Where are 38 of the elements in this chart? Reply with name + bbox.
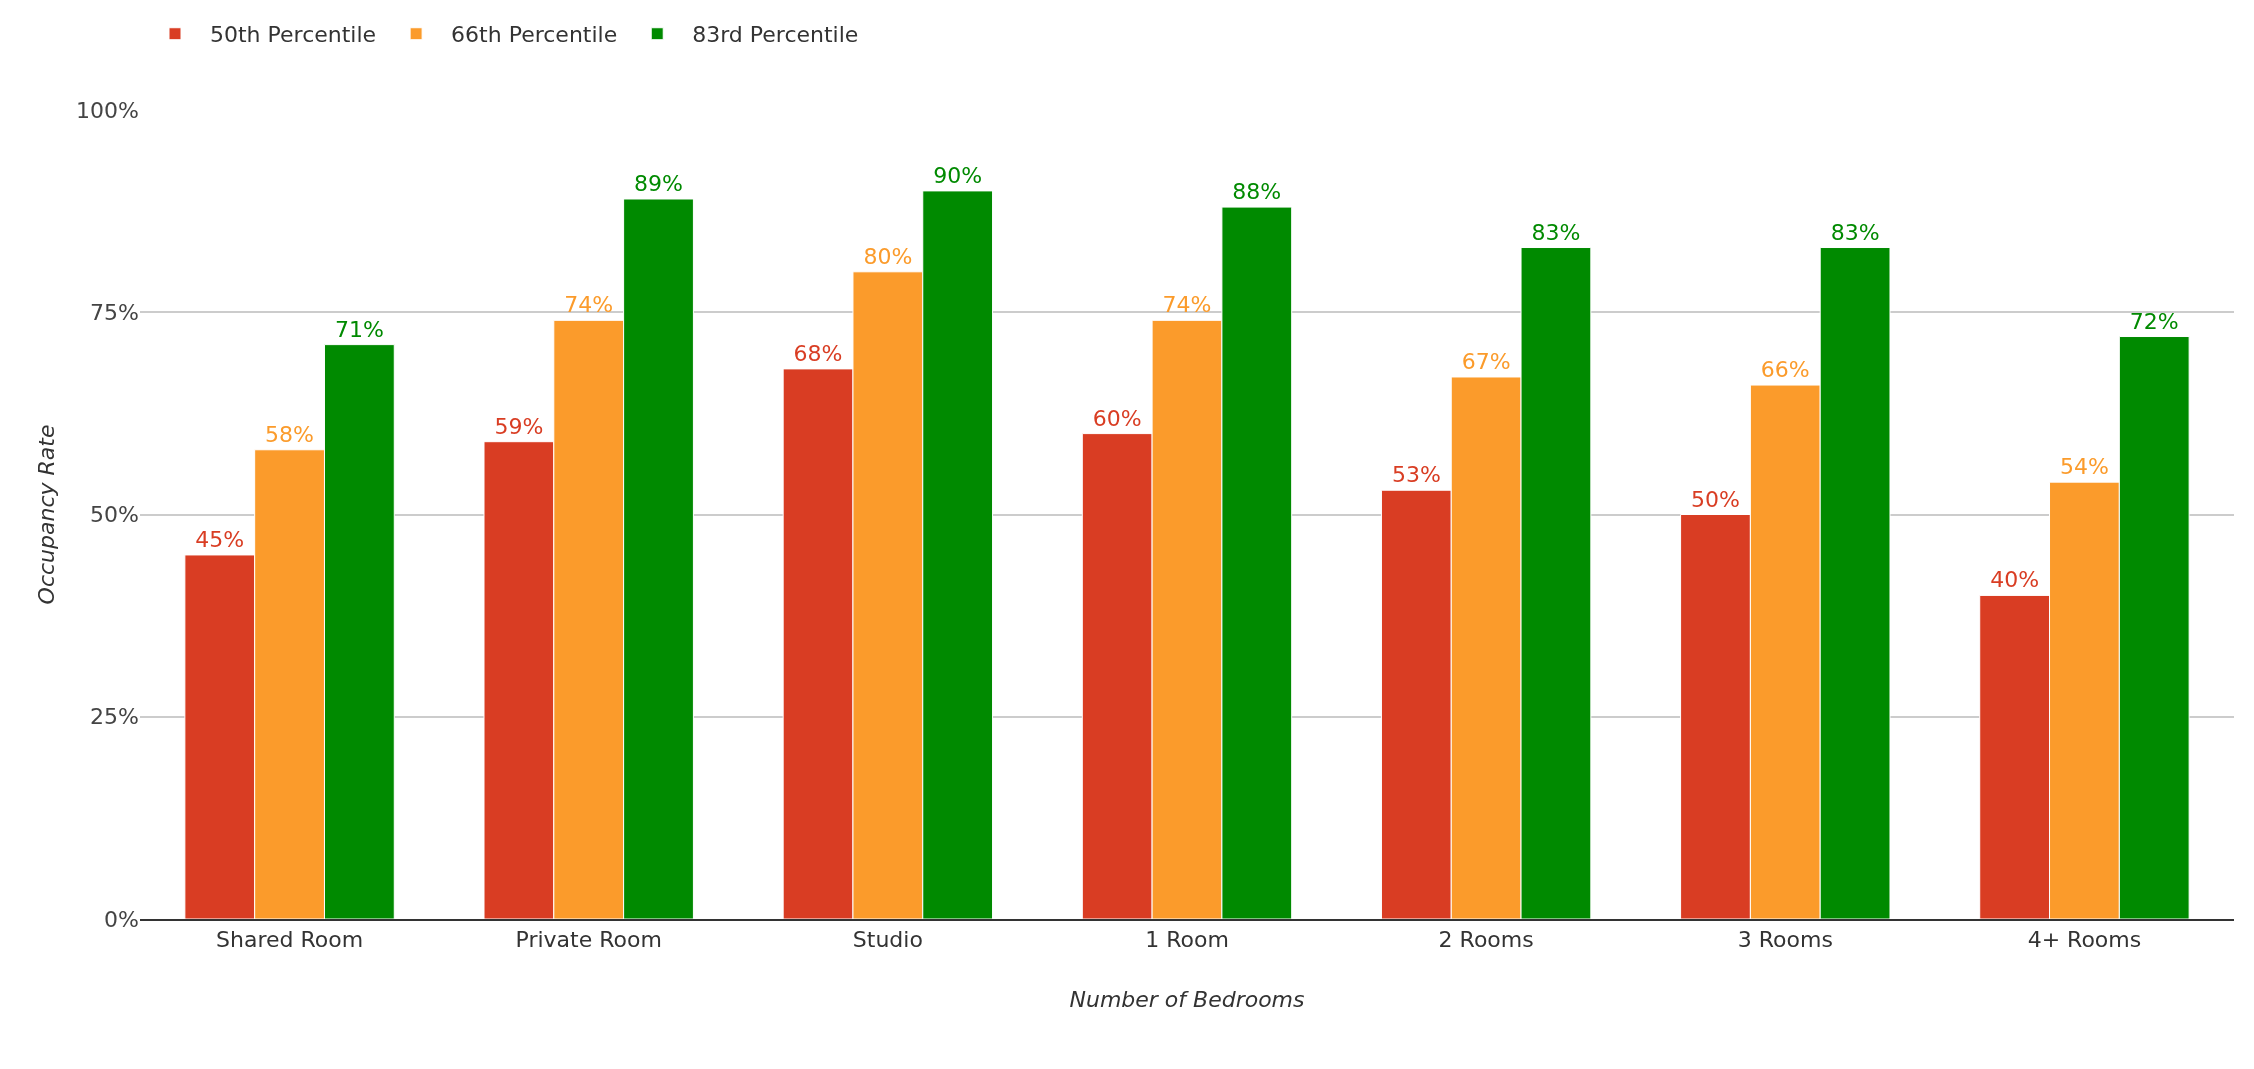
y-tick-label: 0%: [104, 906, 139, 932]
data-label: 83%: [1531, 219, 1581, 245]
x-tick-label: 3 Rooms: [1737, 927, 1833, 953]
data-label: 58%: [265, 421, 315, 447]
y-tick-label: 25%: [90, 704, 139, 730]
data-label: 83%: [1830, 219, 1880, 245]
data-label: 60%: [1092, 405, 1142, 431]
data-label: 74%: [564, 292, 614, 318]
data-label: 74%: [1162, 292, 1212, 318]
data-label: 88%: [1232, 179, 1282, 205]
data-label: 54%: [2059, 454, 2109, 480]
data-label: 66%: [1760, 357, 1810, 383]
x-axis-title: Number of Bedrooms: [1069, 986, 1305, 1012]
data-label: 67%: [1461, 348, 1511, 374]
data-label: 72%: [2129, 308, 2179, 334]
legend-label: 66th Percentile: [451, 22, 618, 48]
y-tick-label: 50%: [90, 502, 139, 528]
x-tick-label: Studio: [852, 927, 923, 953]
legend-label: 83rd Percentile: [692, 22, 859, 48]
x-tick-label: 2 Rooms: [1438, 927, 1534, 953]
y-tick-label: 75%: [90, 299, 139, 325]
x-tick-label: Shared Room: [216, 927, 364, 953]
data-label: 59%: [494, 413, 544, 439]
data-label: 89%: [634, 170, 683, 196]
data-label: 80%: [863, 243, 913, 269]
x-tick-label: Private Room: [515, 927, 662, 953]
data-label: 40%: [1990, 567, 2040, 593]
data-label: 68%: [793, 340, 843, 366]
data-label: 53%: [1391, 462, 1441, 488]
y-axis-title: Occupancy Rate: [33, 424, 59, 605]
y-tick-label: 100%: [76, 97, 139, 123]
x-tick-label: 4+ Rooms: [2027, 927, 2142, 953]
data-label: 50%: [1691, 486, 1740, 512]
legend-label: 50th Percentile: [210, 22, 377, 48]
data-label: 71%: [334, 316, 384, 342]
data-label: 45%: [195, 526, 245, 552]
x-tick-label: 1 Room: [1145, 927, 1229, 953]
data-label: 90%: [933, 162, 983, 188]
